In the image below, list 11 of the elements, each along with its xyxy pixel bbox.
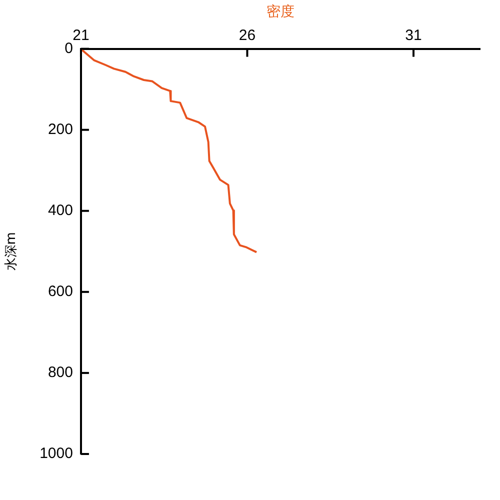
x-tick-label: 26	[238, 26, 256, 44]
x-axis-title: 密度	[266, 4, 294, 20]
y-tick-label: 0	[64, 40, 73, 57]
y-tick-label: 400	[48, 202, 73, 220]
y-tick-label: 200	[48, 120, 73, 138]
y-axis-title: 水深m	[4, 232, 20, 271]
y-tick-label: 1000	[40, 445, 73, 462]
y-tick-label: 800	[48, 364, 73, 382]
x-tick-label: 21	[72, 26, 90, 44]
x-tick-label: 31	[405, 26, 422, 44]
y-tick-label: 600	[48, 283, 73, 300]
